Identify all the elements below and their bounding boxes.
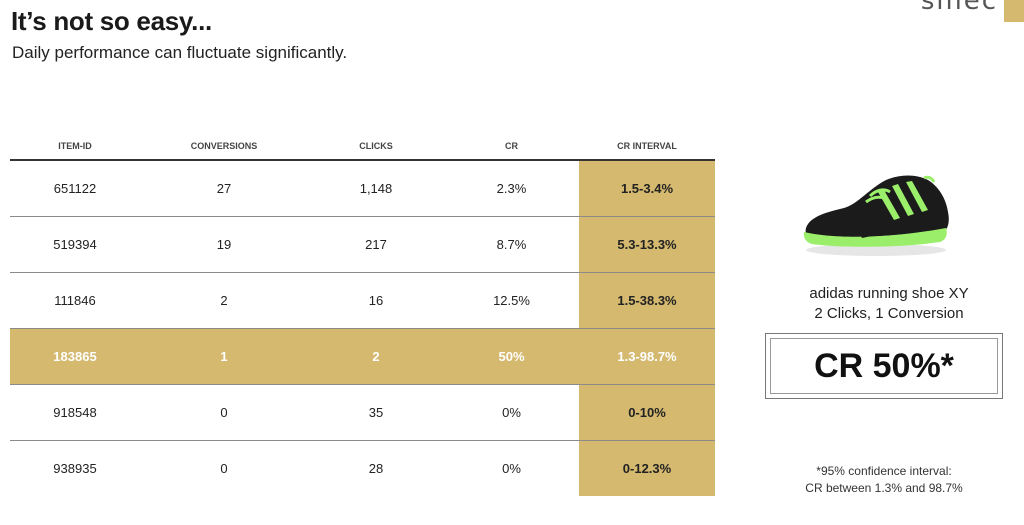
product-stats: 2 Clicks, 1 Conversion <box>814 305 964 322</box>
column-header-clicks: CLICKS <box>308 132 444 161</box>
column-header-cr-interval: CR INTERVAL <box>579 132 715 161</box>
cell-item-id: 183865 <box>10 328 140 385</box>
cell-conversions: 2 <box>140 272 308 329</box>
logo-text: smec <box>920 0 998 16</box>
page-subtitle: Daily performance can fluctuate signific… <box>12 43 348 62</box>
logo-accent-bar <box>1004 0 1024 22</box>
cell-cr: 12.5% <box>444 272 579 329</box>
footnote-line-1: *95% confidence interval: <box>816 464 952 478</box>
cell-clicks: 1,148 <box>308 160 444 217</box>
running-shoe-image <box>803 175 949 256</box>
table-row: 918548 0 35 0% 0-10% <box>10 384 715 441</box>
cell-cr: 50% <box>444 328 579 385</box>
table-header-row: ITEM-ID CONVERSIONS CLICKS CR CR INTERVA… <box>10 132 715 161</box>
cell-clicks: 35 <box>308 384 444 441</box>
cell-item-id: 111846 <box>10 272 140 329</box>
cell-clicks: 217 <box>308 216 444 273</box>
table-row: 519394 19 217 8.7% 5.3-13.3% <box>10 216 715 273</box>
cell-cr-interval: 5.3-13.3% <box>579 216 715 273</box>
logo: smec <box>921 0 1024 22</box>
cell-item-id: 918548 <box>10 384 140 441</box>
cell-conversions: 19 <box>140 216 308 273</box>
cell-cr-interval: 1.5-38.3% <box>579 272 715 329</box>
confidence-footnote: *95% confidence interval: CR between 1.3… <box>764 463 1004 497</box>
cell-item-id: 651122 <box>10 160 140 217</box>
column-header-cr: CR <box>444 132 579 161</box>
cell-cr: 2.3% <box>444 160 579 217</box>
cell-item-id: 519394 <box>10 216 140 273</box>
cell-cr-interval: 0-10% <box>579 384 715 441</box>
table-row-highlighted: 183865 1 2 50% 1.3-98.7% <box>10 328 715 385</box>
page-title: It’s not so easy... <box>11 6 212 36</box>
table-row: 111846 2 16 12.5% 1.5-38.3% <box>10 272 715 329</box>
table-row: 938935 0 28 0% 0-12.3% <box>10 440 715 496</box>
cell-cr-interval: 1.5-3.4% <box>579 160 715 217</box>
cell-clicks: 2 <box>308 328 444 385</box>
product-name: adidas running shoe XY <box>809 285 969 302</box>
column-header-item-id: ITEM-ID <box>10 132 140 161</box>
cell-conversions: 27 <box>140 160 308 217</box>
cell-cr-interval: 1.3-98.7% <box>579 328 715 385</box>
cell-item-id: 938935 <box>53 461 97 476</box>
product-info: adidas running shoe XY 2 Clicks, 1 Conve… <box>764 284 1014 324</box>
table-row: 651122 27 1,148 2.3% 1.5-3.4% <box>10 160 715 217</box>
column-header-conversions: CONVERSIONS <box>140 132 308 161</box>
cell-conversions: 0 <box>140 384 308 441</box>
cell-clicks: 16 <box>308 272 444 329</box>
cell-conversions: 0 <box>220 461 228 476</box>
cr-value: CR 50%* <box>770 338 998 394</box>
cell-conversions: 1 <box>140 328 308 385</box>
footnote-line-2: CR between 1.3% and 98.7% <box>805 481 963 495</box>
cell-cr: 8.7% <box>444 216 579 273</box>
cell-clicks: 28 <box>368 461 384 476</box>
cell-cr-interval: 0-12.3% <box>579 440 715 496</box>
performance-table: ITEM-ID CONVERSIONS CLICKS CR CR INTERVA… <box>10 132 715 496</box>
cell-cr: 0% <box>444 384 579 441</box>
cr-callout-box: CR 50%* <box>765 333 1003 399</box>
cell-cr: 0% <box>502 461 521 476</box>
